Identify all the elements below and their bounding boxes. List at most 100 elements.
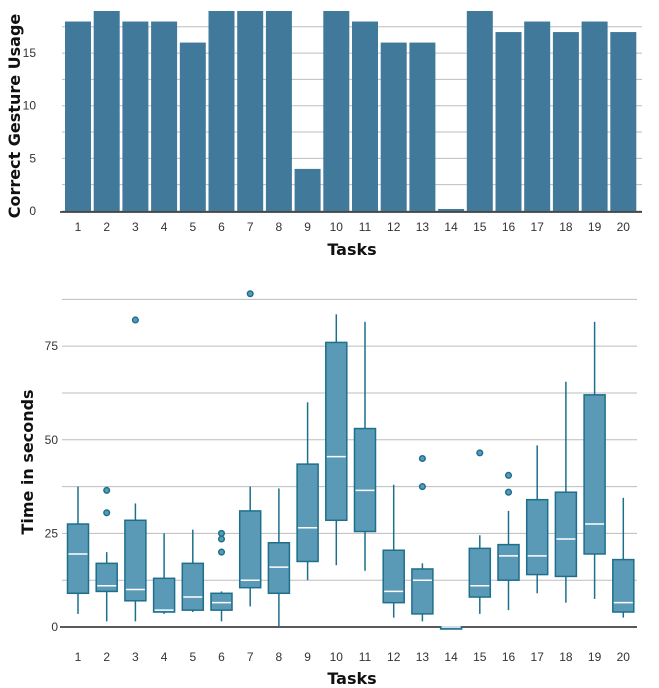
- bar-task-11: [352, 21, 378, 211]
- bar-chart-y-tick-label: 0: [29, 204, 36, 218]
- box-chart-x-tick-label: 7: [247, 650, 254, 664]
- bar-chart-x-tick-label: 3: [132, 220, 139, 234]
- box-chart-x-tick-label: 15: [473, 650, 487, 664]
- box-iqr: [95, 562, 118, 593]
- box-task-17: [525, 445, 549, 594]
- box-task-12: [382, 484, 405, 618]
- box-task-18: [554, 381, 578, 603]
- bar-chart-x-tick-label: 16: [502, 220, 516, 234]
- box-task-19: [583, 321, 606, 599]
- bar-task-17: [524, 21, 551, 211]
- box-iqr: [497, 543, 520, 581]
- bar-task-12: [380, 42, 407, 211]
- box-task-14: [439, 626, 463, 630]
- box-task-2: [95, 486, 118, 622]
- box-task-13: [411, 454, 434, 622]
- bar-task-13: [409, 42, 436, 211]
- box-chart-y-tick-label: 25: [45, 526, 59, 540]
- box-outlier: [504, 488, 513, 496]
- bar-task-5: [179, 42, 206, 211]
- box-chart-x-tick-label: 16: [502, 650, 516, 664]
- box-outlier: [504, 471, 513, 479]
- box-task-3: [124, 316, 147, 622]
- bar-chart-x-tick-label: 7: [247, 220, 254, 234]
- box-task-1: [66, 486, 90, 614]
- bar-chart-x-tick-label: 9: [304, 220, 311, 234]
- bar-chart-x-tick-label: 10: [330, 220, 344, 234]
- bar-chart-x-axis-title: Tasks: [327, 240, 376, 259]
- box-task-10: [325, 314, 348, 566]
- bar-task-15: [466, 11, 493, 211]
- box-task-11: [353, 321, 377, 571]
- box-chart-x-tick-label: 5: [189, 650, 196, 664]
- box-chart-x-tick-label: 4: [161, 650, 168, 664]
- box-chart-x-tick-label: 20: [617, 650, 631, 664]
- box-chart-x-tick-label: 6: [218, 650, 225, 664]
- box-chart-x-tick-label: 13: [416, 650, 430, 664]
- box-chart-y-tick-label: 50: [45, 433, 59, 447]
- box-outlier: [418, 483, 426, 491]
- bar-chart-y-ticks: 0 5 10 15: [23, 46, 37, 218]
- box-iqr: [554, 491, 578, 578]
- box-chart-x-tick-label: 11: [359, 650, 372, 664]
- bar-chart-x-tick-label: 14: [444, 220, 458, 234]
- box-iqr: [382, 549, 405, 604]
- box-outlier: [103, 509, 111, 517]
- bar-chart-bars: [65, 11, 637, 212]
- bar-chart-x-tick-label: 5: [189, 220, 196, 234]
- box-task-4: [152, 533, 176, 614]
- box-task-8: [267, 488, 291, 627]
- box-iqr: [525, 498, 549, 576]
- bar-chart-y-tick-label: 10: [23, 99, 37, 113]
- box-chart-y-tick-label: 0: [51, 620, 58, 634]
- box-chart-x-axis-title: Tasks: [327, 669, 376, 688]
- bar-chart-x-tick-label: 12: [387, 220, 401, 234]
- bar-task-1: [65, 21, 91, 211]
- bar-task-18: [552, 32, 579, 212]
- bar-task-9: [294, 168, 321, 211]
- bar-chart-x-tick-label: 2: [103, 220, 110, 234]
- box-iqr: [124, 519, 147, 602]
- bar-chart-x-tick-label: 11: [359, 220, 372, 234]
- bar-chart-y-axis-title: Correct Gesture Usage: [5, 14, 24, 219]
- box-chart-x-tick-label: 1: [75, 650, 82, 664]
- box-chart-x-tick-label: 3: [132, 650, 139, 664]
- bar-chart-x-ticks: 1 2 3 4 5 6 7 8 9 10 11 12 13 14 15 16 17 18 19 20: [75, 220, 631, 234]
- bar-task-8: [265, 11, 292, 211]
- bar-chart-x-tick-label: 6: [218, 220, 225, 234]
- bar-task-10: [323, 11, 350, 211]
- box-chart-y-tick-label: 75: [45, 339, 59, 353]
- box-iqr: [267, 542, 291, 595]
- bar-task-7: [237, 11, 264, 211]
- bar-task-6: [208, 11, 235, 211]
- bar-chart-x-tick-label: 4: [161, 220, 168, 234]
- bar-chart-x-tick-label: 19: [588, 220, 602, 234]
- bar-chart-x-tick-label: 20: [617, 220, 631, 234]
- box-iqr: [353, 427, 377, 533]
- box-outlier: [476, 449, 484, 457]
- box-chart-x-tick-label: 14: [444, 650, 458, 664]
- box-chart-x-tick-label: 10: [330, 650, 344, 664]
- box-task-5: [181, 529, 205, 613]
- bar-chart-x-tick-label: 8: [276, 220, 283, 234]
- box-task-16: [497, 471, 520, 611]
- bar-task-16: [495, 32, 522, 212]
- box-iqr: [296, 463, 319, 563]
- box-iqr: [152, 577, 176, 613]
- box-iqr: [411, 568, 434, 615]
- box-outlier: [103, 486, 111, 494]
- box-chart-x-tick-label: 2: [103, 650, 110, 664]
- bar-task-19: [581, 21, 608, 211]
- box-task-20: [612, 497, 635, 618]
- box-outlier: [418, 454, 426, 463]
- bar-chart-y-tick-label: 5: [29, 151, 36, 165]
- bar-chart-x-tick-label: 1: [75, 220, 82, 234]
- box-chart-x-tick-label: 8: [276, 650, 283, 664]
- box-outlier: [217, 529, 226, 537]
- box-outlier: [131, 316, 139, 324]
- box-iqr: [583, 394, 606, 555]
- box-chart-x-tick-label: 17: [531, 650, 545, 664]
